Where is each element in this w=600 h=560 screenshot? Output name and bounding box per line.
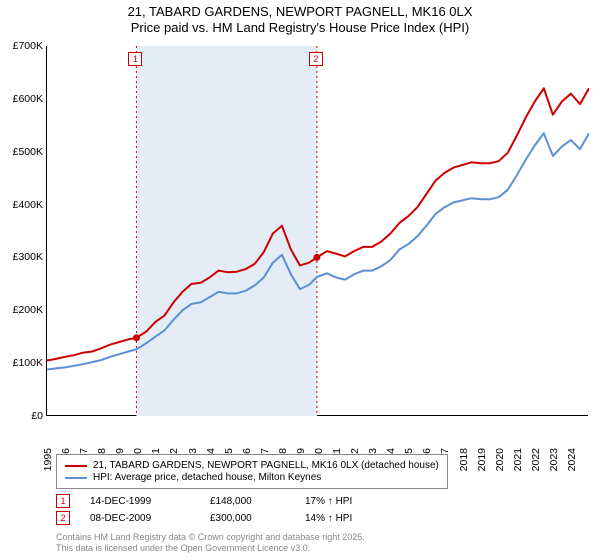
legend-item-price-paid: 21, TABARD GARDENS, NEWPORT PAGNELL, MK1… — [65, 460, 439, 471]
legend-item-hpi: HPI: Average price, detached house, Milt… — [65, 472, 439, 483]
chart-title-line1: 21, TABARD GARDENS, NEWPORT PAGNELL, MK1… — [0, 4, 600, 20]
transaction-marker-icon: 2 — [56, 511, 70, 525]
x-tick-label: 2019 — [476, 448, 488, 471]
plot-area — [46, 46, 588, 416]
x-tick-label: 2020 — [494, 448, 506, 471]
plot-svg — [47, 46, 589, 416]
transaction-row: 2 08-DEC-2009 £300,000 14% ↑ HPI — [56, 511, 400, 525]
transaction-row: 1 14-DEC-1999 £148,000 17% ↑ HPI — [56, 494, 400, 508]
y-tick-label: £700K — [13, 40, 43, 52]
transaction-delta: 17% ↑ HPI — [305, 496, 400, 507]
transaction-price: £148,000 — [210, 496, 305, 507]
marker-label-box: 2 — [309, 52, 323, 66]
transaction-delta: 14% ↑ HPI — [305, 513, 400, 524]
y-tick-label: £100K — [13, 357, 43, 369]
legend-label-price-paid: 21, TABARD GARDENS, NEWPORT PAGNELL, MK1… — [93, 460, 439, 471]
transaction-price: £300,000 — [210, 513, 305, 524]
y-tick-label: £300K — [13, 251, 43, 263]
y-tick-label: £600K — [13, 93, 43, 105]
y-tick-label: £500K — [13, 146, 43, 158]
legend-swatch-hpi — [65, 477, 87, 479]
transactions-table: 1 14-DEC-1999 £148,000 17% ↑ HPI 2 08-DE… — [56, 494, 400, 528]
attribution-line1: Contains HM Land Registry data © Crown c… — [56, 532, 365, 543]
y-tick-label: £0 — [31, 410, 43, 422]
y-tick-label: £200K — [13, 304, 43, 316]
transaction-marker-icon: 1 — [56, 494, 70, 508]
x-tick-label: 2023 — [548, 448, 560, 471]
chart-container: 21, TABARD GARDENS, NEWPORT PAGNELL, MK1… — [0, 0, 600, 560]
legend-label-hpi: HPI: Average price, detached house, Milt… — [93, 472, 321, 483]
chart-title-line2: Price paid vs. HM Land Registry's House … — [0, 20, 600, 36]
y-tick-label: £400K — [13, 199, 43, 211]
attribution: Contains HM Land Registry data © Crown c… — [56, 532, 365, 555]
x-tick-label: 2024 — [566, 448, 578, 471]
x-tick-label: 1995 — [42, 448, 54, 471]
marker-label-box: 1 — [128, 52, 142, 66]
attribution-line2: This data is licensed under the Open Gov… — [56, 543, 365, 554]
x-tick-label: 2022 — [530, 448, 542, 471]
x-tick-label: 2021 — [512, 448, 524, 471]
transaction-date: 08-DEC-2009 — [90, 513, 210, 524]
transaction-date: 14-DEC-1999 — [90, 496, 210, 507]
x-tick-label: 2018 — [458, 448, 470, 471]
legend-swatch-price-paid — [65, 465, 87, 467]
legend: 21, TABARD GARDENS, NEWPORT PAGNELL, MK1… — [56, 454, 448, 489]
